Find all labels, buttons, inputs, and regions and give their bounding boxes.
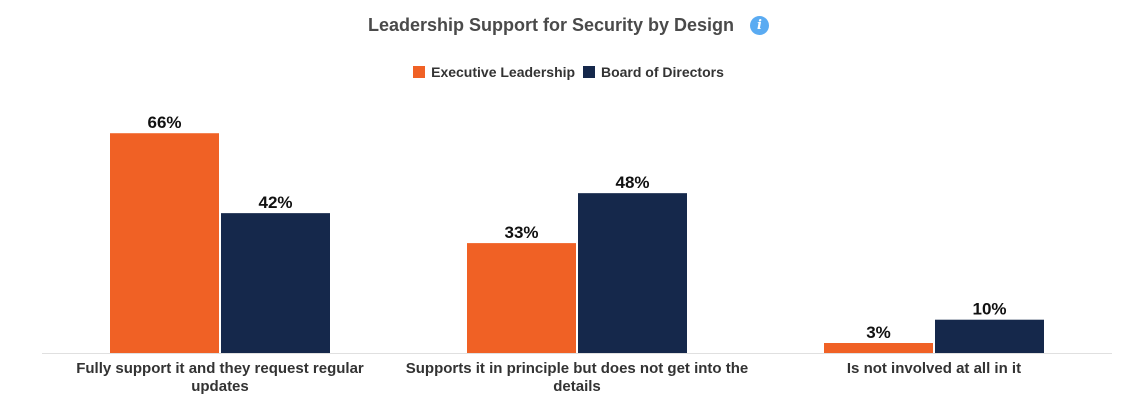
bar-executive-leadership-1[interactable] — [467, 243, 576, 353]
data-label-executive-leadership-2: 3% — [866, 323, 891, 342]
legend-swatch-board-of-directors — [582, 66, 595, 78]
x-tick-label-1-line-1: details — [553, 378, 601, 395]
info-icon[interactable]: i — [750, 15, 770, 35]
legend-item-board-of-directors[interactable]: Board of Directors — [582, 64, 724, 80]
data-label-board-of-directors-0: 42% — [258, 193, 292, 212]
x-tick-label-0-line-0: Fully support it and they request regula… — [76, 360, 364, 377]
legend-item-executive-leadership[interactable]: Executive Leadership — [413, 64, 575, 80]
bar-executive-leadership-2[interactable] — [824, 343, 933, 353]
x-tick-label-2-line-0: Is not involved at all in it — [847, 360, 1021, 377]
chart-title: Leadership Support for Security by Desig… — [367, 14, 735, 35]
bar-board-of-directors-2[interactable] — [935, 319, 1044, 353]
x-tick-label-0-line-1: updates — [191, 378, 249, 395]
data-label-executive-leadership-0: 66% — [147, 113, 181, 132]
x-tick-label-1-line-0: Supports it in principle but does not ge… — [406, 360, 748, 377]
bar-executive-leadership-0[interactable] — [110, 133, 219, 353]
bar-board-of-directors-1[interactable] — [578, 193, 687, 353]
data-label-board-of-directors-2: 10% — [972, 300, 1006, 319]
legend-swatch-executive-leadership — [413, 66, 426, 78]
data-label-board-of-directors-1: 48% — [615, 173, 649, 192]
bar-board-of-directors-0[interactable] — [221, 213, 330, 353]
data-label-executive-leadership-1: 33% — [504, 223, 538, 242]
chart-title-row: Leadership Support for Security by Desig… — [0, 14, 1137, 36]
legend-label-executive-leadership: Executive Leadership — [431, 64, 576, 80]
legend: Executive Leadership Board of Directors — [0, 64, 1137, 80]
legend-label-board-of-directors: Board of Directors — [600, 64, 724, 80]
